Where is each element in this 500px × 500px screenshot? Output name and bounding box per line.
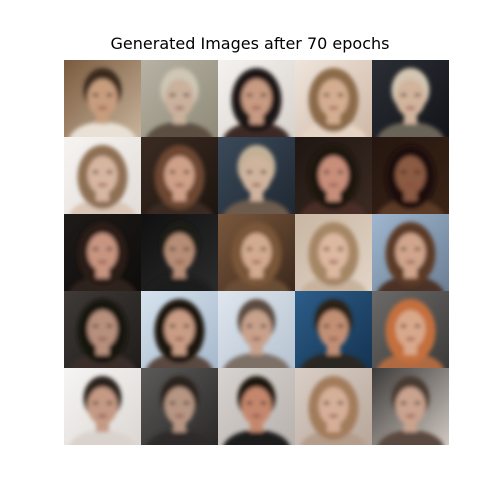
generated-image-8 <box>218 137 295 214</box>
generated-face-image <box>64 60 141 137</box>
generated-image-9 <box>295 137 372 214</box>
generated-face-image <box>372 368 449 445</box>
generated-face-image <box>372 291 449 368</box>
generated-image-18 <box>218 291 295 368</box>
generated-face-image <box>295 214 372 291</box>
generated-image-4 <box>295 60 372 137</box>
generated-image-17 <box>141 291 218 368</box>
generated-image-21 <box>64 368 141 445</box>
generated-face-image <box>218 137 295 214</box>
generated-face-image <box>141 137 218 214</box>
generated-face-image <box>141 60 218 137</box>
generated-face-image <box>141 214 218 291</box>
generated-face-image <box>372 60 449 137</box>
generated-face-image <box>218 368 295 445</box>
generated-image-11 <box>64 214 141 291</box>
generated-image-24 <box>295 368 372 445</box>
generated-face-image <box>218 60 295 137</box>
generated-image-10 <box>372 137 449 214</box>
generated-image-5 <box>372 60 449 137</box>
generated-image-22 <box>141 368 218 445</box>
generated-image-23 <box>218 368 295 445</box>
generated-face-image <box>295 60 372 137</box>
generated-image-16 <box>64 291 141 368</box>
generated-image-20 <box>372 291 449 368</box>
generated-face-image <box>218 214 295 291</box>
generated-face-image <box>64 214 141 291</box>
generated-face-image <box>141 368 218 445</box>
generated-image-14 <box>295 214 372 291</box>
generated-image-15 <box>372 214 449 291</box>
generated-face-image <box>295 291 372 368</box>
generated-face-image <box>295 137 372 214</box>
generated-image-2 <box>141 60 218 137</box>
generated-face-image <box>372 214 449 291</box>
generated-image-25 <box>372 368 449 445</box>
figure-title: Generated Images after 70 epochs <box>110 34 390 53</box>
generated-image-12 <box>141 214 218 291</box>
generated-image-6 <box>64 137 141 214</box>
generated-image-7 <box>141 137 218 214</box>
generated-image-13 <box>218 214 295 291</box>
generated-face-image <box>372 137 449 214</box>
generated-face-image <box>64 137 141 214</box>
generated-face-image <box>64 291 141 368</box>
image-grid <box>64 60 449 445</box>
generated-face-image <box>141 291 218 368</box>
generated-image-1 <box>64 60 141 137</box>
generated-image-3 <box>218 60 295 137</box>
generated-face-image <box>218 291 295 368</box>
generated-face-image <box>295 368 372 445</box>
generated-image-19 <box>295 291 372 368</box>
generated-face-image <box>64 368 141 445</box>
